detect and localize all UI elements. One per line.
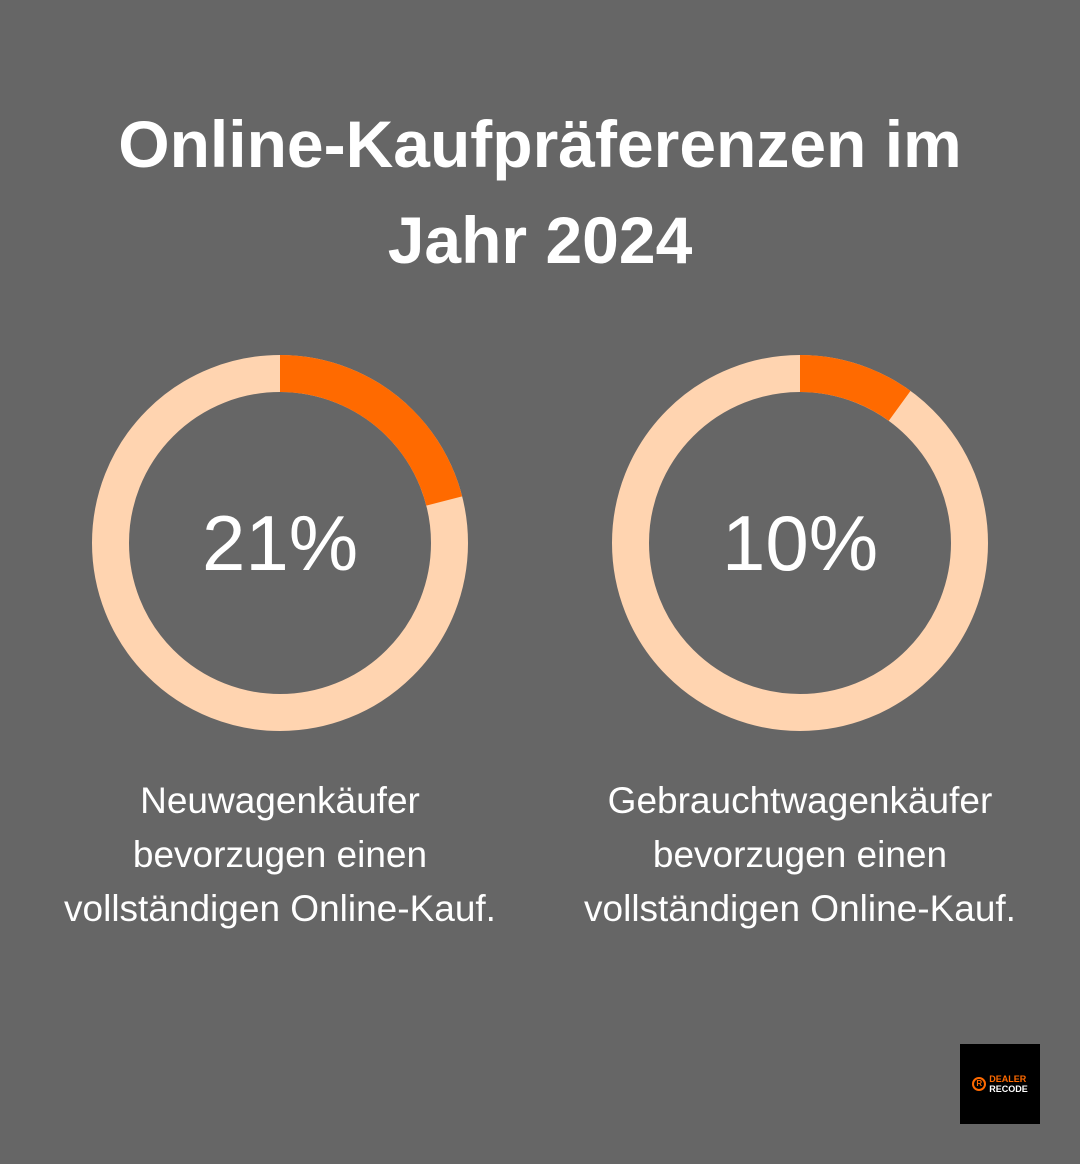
caption-new-car-buyers: Neuwagenkäufer bevorzugen einen vollstän… <box>20 774 540 936</box>
donut-value-label: 21% <box>201 498 359 587</box>
logo-text-dealer: DEALER <box>989 1074 1027 1084</box>
page-title: Online-Kaufpräferenzen im Jahr 2024 <box>0 96 1080 288</box>
caption-line: Neuwagenkäufer <box>140 780 420 821</box>
logo-r-icon: R <box>972 1077 987 1091</box>
logo-text-recode: RECODE <box>989 1084 1028 1094</box>
donut-ring <box>612 355 988 731</box>
caption-line: Gebrauchtwagenkäufer <box>607 780 993 821</box>
caption-line: vollständigen Online-Kauf. <box>64 888 496 929</box>
caption-line: bevorzugen einen <box>652 834 948 875</box>
title-line-1: Online-Kaufpräferenzen im <box>118 107 962 181</box>
donut-chart-used-car-buyers: 10% <box>612 355 988 731</box>
title-line-2: Jahr 2024 <box>387 203 693 277</box>
donut-chart-new-car-buyers: 21% <box>92 355 468 731</box>
caption-used-car-buyers: Gebrauchtwagenkäufer bevorzugen einen vo… <box>540 774 1060 936</box>
donut-ring <box>92 355 468 731</box>
dealer-recode-logo: R DEALER RECODE <box>960 1044 1040 1124</box>
caption-line: vollständigen Online-Kauf. <box>584 888 1016 929</box>
caption-line: bevorzugen einen <box>132 834 428 875</box>
logo-wordmark: DEALER RECODE <box>989 1074 1028 1094</box>
donut-value-label: 10% <box>721 498 879 587</box>
